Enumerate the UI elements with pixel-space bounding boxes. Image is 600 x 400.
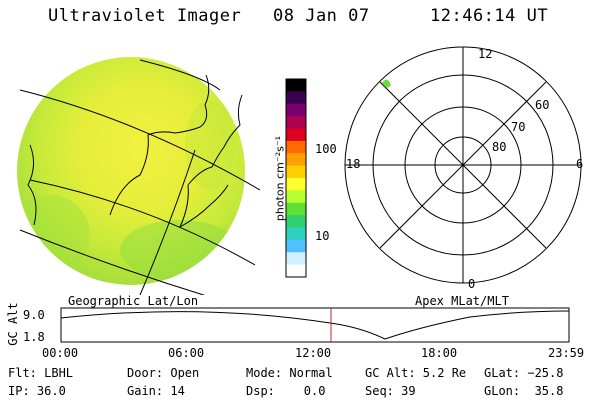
colorbar-segment [286,239,306,253]
colorbar-segment [286,140,306,154]
colorbar-segment [286,128,306,142]
time-label: 12:46:14 UT [430,6,549,26]
dsp-info: Dsp: 0.0 [246,384,326,398]
colorbar-unit-label: photon cm⁻²s⁻¹ [273,135,287,222]
colorbar-segment [286,178,306,191]
colorbar-tick-10: 10 [315,229,330,243]
colorbar-segment [286,79,306,92]
colorbar-segment [286,215,306,228]
seq-info: Seq: 39 [365,384,416,398]
mlat-label-60: 60 [535,98,550,112]
gc-alt-info: GC Alt: 5.2 Re [365,366,467,380]
geographic-image [17,57,260,295]
colorbar-segment [286,202,306,216]
mlt-label-12: 12 [478,47,493,61]
colorbar-segment [286,153,306,167]
colorbar-segment [286,165,306,179]
colorbar-segment [286,227,306,241]
mlt-label-0: 0 [468,277,476,291]
mlat-label-80: 80 [492,140,507,154]
colorbar-segment [286,91,306,105]
colorbar-segment [286,103,306,117]
glon-info: GLon: 35.8 [484,384,564,398]
time-tick-1800: 18:00 [421,346,458,360]
glat-info: GLat: −25.8 [484,366,564,380]
colorbar-segment [286,190,306,204]
gain-info: Gain: 14 [127,384,185,398]
mlat-label-70: 70 [511,120,526,134]
ip-info: IP: 36.0 [8,384,66,398]
colorbar-segment [286,116,306,129]
mlt-label-18: 18 [346,157,361,171]
time-tick-0600: 06:00 [168,346,205,360]
time-tick-1200: 12:00 [295,346,332,360]
colorbar-segment [286,264,306,278]
colorbar-tick-100: 100 [315,142,337,156]
altitude-curve [60,310,570,340]
mode-info: Mode: Normal [246,366,333,380]
apex-caption: Apex MLat/MLT [415,294,509,308]
time-tick-0000: 00:00 [42,346,79,360]
door-info: Door: Open [127,366,200,380]
date-label: 08 Jan 07 [273,6,370,26]
colorbar [285,78,307,278]
mlt-label-6: 6 [576,157,584,171]
altitude-ytick-9: 9.0 [23,308,45,322]
apex-polar-plot [344,46,582,284]
aurora-patch [382,79,391,88]
time-tick-2359: 23:59 [548,346,585,360]
coastlines [27,74,243,229]
colorbar-segment [286,252,306,266]
altitude-ytick-1-8: 1.8 [23,330,45,344]
instrument-title: Ultraviolet Imager [48,6,242,26]
geographic-caption: Geographic Lat/Lon [68,294,199,308]
lat-lon-grid [19,59,260,295]
filter-info: Flt: LBHL [8,366,74,380]
altitude-plot [60,307,570,343]
